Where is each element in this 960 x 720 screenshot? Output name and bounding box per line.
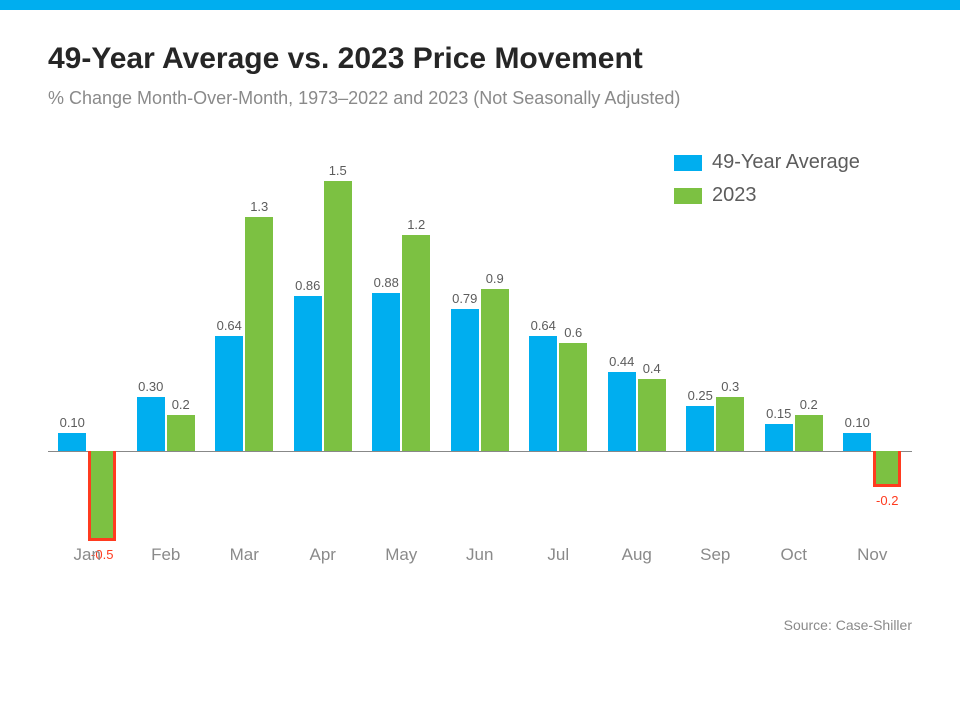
bar-2023 — [402, 235, 430, 451]
bar-value-label: 0.3 — [700, 379, 760, 394]
bar-49-year-average — [294, 296, 322, 451]
bar-49-year-average — [686, 406, 714, 451]
bar-49-year-average — [608, 372, 636, 451]
bar-2023 — [167, 415, 195, 451]
month-label: Mar — [205, 545, 284, 565]
bar-49-year-average — [765, 424, 793, 451]
bar-value-label: 0.30 — [121, 379, 181, 394]
bar-value-label: 1.2 — [386, 217, 446, 232]
bar-value-label: 0.2 — [151, 397, 211, 412]
month-label: Jul — [519, 545, 598, 565]
bar-49-year-average — [215, 336, 243, 451]
chart-area: 49-Year Average2023 0.10-0.5Jan0.300.2Fe… — [48, 151, 912, 591]
bar-value-label: 0.6 — [543, 325, 603, 340]
bar-value-label: -0.2 — [857, 493, 917, 508]
month-label: Feb — [127, 545, 206, 565]
month-label: Sep — [676, 545, 755, 565]
bar-49-year-average — [372, 293, 400, 451]
bar-49-year-average — [58, 433, 86, 451]
source-attribution: Source: Case-Shiller — [0, 617, 960, 633]
bar-2023 — [324, 181, 352, 451]
bar-2023 — [481, 289, 509, 451]
chart-subtitle: % Change Month-Over-Month, 1973–2022 and… — [48, 88, 912, 109]
bar-49-year-average — [843, 433, 871, 451]
month-label: Jun — [441, 545, 520, 565]
bar-value-label: 0.10 — [42, 415, 102, 430]
bar-2023 — [88, 451, 116, 541]
bar-value-label: 0.4 — [622, 361, 682, 376]
bar-value-label: 0.9 — [465, 271, 525, 286]
bar-49-year-average — [451, 309, 479, 451]
bar-2023 — [638, 379, 666, 451]
month-label: May — [362, 545, 441, 565]
bar-2023 — [873, 451, 901, 487]
bar-value-label: 0.10 — [827, 415, 887, 430]
top-accent-bar — [0, 0, 960, 10]
month-label: Jan — [48, 545, 127, 565]
bar-2023 — [245, 217, 273, 451]
month-label: Nov — [833, 545, 912, 565]
month-label: Aug — [598, 545, 677, 565]
chart-title: 49-Year Average vs. 2023 Price Movement — [48, 42, 912, 76]
bar-2023 — [716, 397, 744, 451]
bar-2023 — [795, 415, 823, 451]
bar-value-label: 0.2 — [779, 397, 839, 412]
content-wrap: 49-Year Average vs. 2023 Price Movement … — [0, 10, 960, 611]
bars-layer: 0.10-0.5Jan0.300.2Feb0.641.3Mar0.861.5Ap… — [48, 151, 912, 591]
bar-49-year-average — [529, 336, 557, 451]
month-label: Oct — [755, 545, 834, 565]
bar-2023 — [559, 343, 587, 451]
bar-value-label: 1.3 — [229, 199, 289, 214]
bar-value-label: 1.5 — [308, 163, 368, 178]
month-label: Apr — [284, 545, 363, 565]
